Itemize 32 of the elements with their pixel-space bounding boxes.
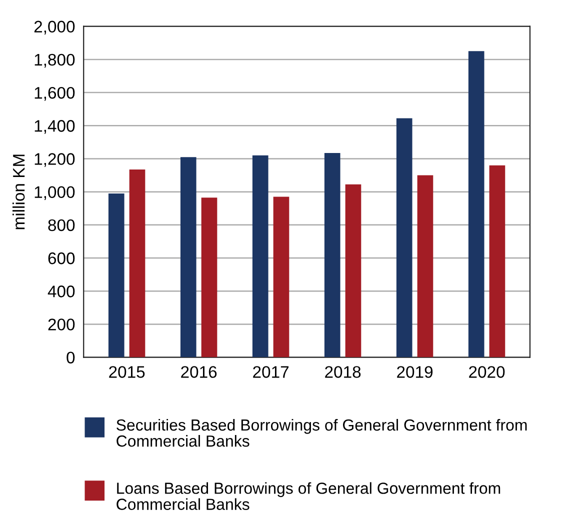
y-tick-label: 1,800: [34, 54, 75, 68]
bar: [489, 165, 506, 358]
x-tick-label: 2017: [253, 366, 289, 378]
y-tick-label: 1,000: [34, 186, 75, 200]
bar: [324, 152, 340, 358]
bar: [273, 196, 290, 358]
y-tick-label: 800: [48, 219, 75, 232]
bar: [108, 193, 124, 358]
y-tick-label: 400: [48, 286, 75, 298]
bar: [345, 184, 362, 358]
bar: [129, 169, 146, 358]
y-tick-label: 1,400: [34, 120, 75, 134]
x-tick-label: 2016: [181, 366, 217, 378]
bar: [396, 118, 412, 358]
y-axis-title: million KM: [12, 154, 25, 230]
legend-label: Loans Based Borrowings of General Government from Commercial Banks: [116, 482, 500, 510]
x-tick-label: 2018: [325, 366, 361, 378]
y-tick-label: 1,600: [34, 86, 75, 101]
y-tick-label: 1,200: [34, 153, 75, 167]
x-tick-label: 2019: [397, 366, 433, 378]
y-tick-label: 600: [48, 252, 75, 264]
bar: [468, 51, 484, 358]
bar: [417, 175, 434, 358]
x-tick-label: 2015: [109, 366, 145, 378]
bar: [201, 198, 218, 358]
y-tick-label: 0: [66, 352, 75, 364]
x-tick-label: 2020: [469, 366, 505, 378]
y-tick-label: 200: [48, 318, 75, 330]
bar: [180, 157, 196, 358]
y-tick-label: 2,000: [34, 20, 75, 35]
bar: [252, 155, 268, 358]
legend-label: Securities Based Borrowings of General Government from Commercial Banks: [116, 418, 527, 447]
